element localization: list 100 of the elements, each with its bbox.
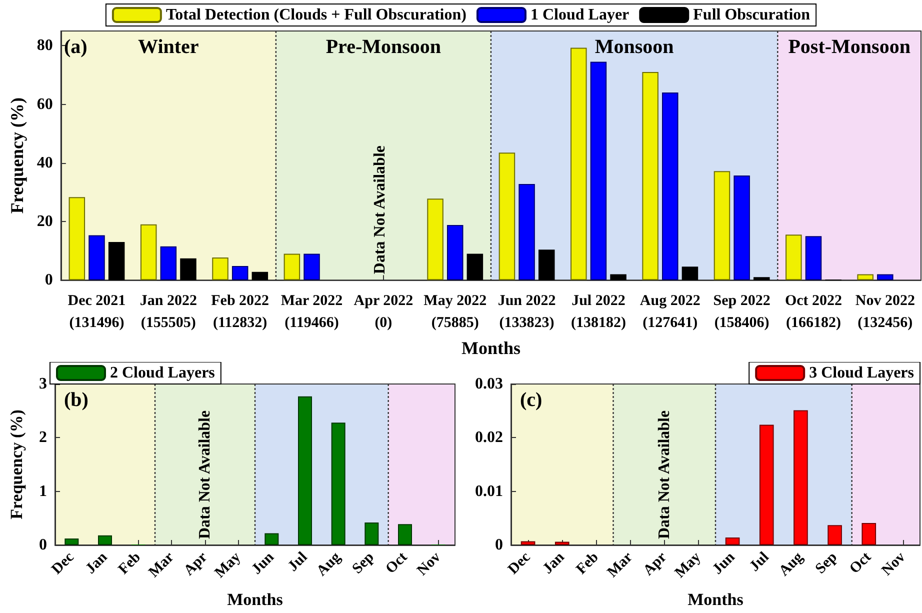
- x-tick-label: Aug: [776, 548, 807, 580]
- band-label: Pre-Monsoon: [326, 36, 442, 58]
- x-tick-label: Feb: [116, 549, 144, 578]
- annotation: Data Not Available: [196, 410, 214, 539]
- y-tick-label: 3: [39, 376, 47, 392]
- bar: [794, 410, 808, 545]
- x-tick-label: May: [672, 548, 704, 582]
- bar: [108, 242, 125, 280]
- y-tick-label: 60: [36, 96, 53, 113]
- bar: [68, 197, 86, 280]
- y-tick-label: 0: [39, 536, 47, 554]
- bar: [857, 274, 874, 280]
- bar: [682, 266, 698, 280]
- x-axis-title: Months: [688, 590, 744, 609]
- bar: [759, 424, 774, 545]
- y-tick-label: 1: [39, 482, 47, 500]
- bar: [725, 537, 740, 545]
- bar: [160, 246, 177, 280]
- bar: [264, 533, 279, 545]
- bar: [714, 171, 730, 280]
- x-tick-label: Oct: [846, 549, 875, 578]
- bar: [518, 184, 535, 280]
- y-tick-label: 0.01: [475, 482, 503, 500]
- band-label: Post-Monsoon: [788, 36, 910, 58]
- annotation: (b): [64, 389, 88, 411]
- y-tick-label: 0.02: [475, 429, 503, 446]
- x-axis-title: Months: [227, 590, 284, 609]
- x-tick-label: Dec 2021 (131496): [68, 293, 126, 332]
- x-tick-label: Jan: [540, 548, 568, 578]
- bar: [520, 541, 536, 545]
- x-tick-label: Nov: [414, 548, 444, 579]
- x-tick-label: May: [212, 548, 244, 582]
- x-tick-label: Apr: [640, 549, 670, 579]
- x-tick-label: Aug 2022 (127641): [640, 293, 700, 332]
- band-label: Winter: [138, 36, 199, 58]
- bar: [570, 48, 587, 280]
- bar: [466, 254, 484, 280]
- y-tick-label: 0.03: [475, 376, 503, 392]
- x-tick-label: Mar: [146, 549, 178, 581]
- x-tick-label: Sep: [812, 549, 840, 578]
- x-tick-label: Apr: [181, 549, 211, 579]
- bar: [180, 258, 196, 280]
- bar: [64, 538, 79, 545]
- x-tick-label: Jun 2022 (133823): [498, 293, 556, 332]
- bar: [538, 250, 555, 280]
- x-tick-label: Sep: [350, 549, 378, 578]
- x-tick-label: Oct 2022 (166182): [784, 293, 842, 332]
- x-tick-label: Jul 2022 (138182): [570, 293, 626, 332]
- x-tick-label: Dec: [48, 549, 78, 578]
- bar: [828, 525, 842, 545]
- bar: [610, 274, 626, 280]
- bar: [877, 274, 894, 280]
- bar: [284, 254, 300, 280]
- x-tick-label: Feb: [573, 549, 602, 578]
- bar: [331, 422, 346, 545]
- legend-label: Full Obscuration: [693, 6, 810, 24]
- x-tick-label: Oct: [382, 549, 411, 578]
- legend-label: 2 Cloud Layers: [110, 364, 215, 382]
- annotation: Data Not Available: [656, 410, 673, 539]
- x-tick-label: Mar: [604, 549, 636, 581]
- x-tick-label: Apr 2022 (0): [354, 293, 414, 332]
- y-axis-title: Frequency (%): [7, 410, 26, 520]
- x-tick-label: Dec: [505, 549, 534, 578]
- bar: [498, 152, 516, 280]
- bar: [427, 198, 444, 280]
- x-tick-label: Nov: [879, 548, 909, 579]
- bar: [252, 272, 268, 280]
- x-tick-label: Aug: [314, 548, 344, 580]
- y-tick-label: 40: [36, 154, 53, 172]
- bar: [734, 175, 750, 280]
- bar: [805, 236, 822, 280]
- annotation: (c): [520, 389, 542, 411]
- y-axis-title: Frequency (%): [7, 97, 27, 214]
- bar: [398, 524, 412, 545]
- x-tick-label: Jun: [710, 548, 739, 578]
- bar: [140, 224, 157, 280]
- annotation: (a): [64, 36, 88, 58]
- x-tick-label: Mar 2022 (119466): [280, 293, 343, 332]
- x-tick-label: Jan: [82, 548, 112, 578]
- bar: [364, 522, 379, 545]
- bar: [786, 234, 802, 280]
- y-tick-label: 0: [44, 272, 53, 289]
- bar: [590, 62, 607, 280]
- band-label: Monsoon: [594, 36, 674, 58]
- bar: [212, 258, 228, 280]
- bar: [446, 225, 464, 280]
- x-tick-label: May 2022 (75885): [424, 293, 487, 332]
- x-tick-label: Jul: [285, 549, 311, 575]
- legend-label: 3 Cloud Layers: [809, 364, 914, 382]
- y-tick-label: 0: [495, 536, 503, 554]
- bar: [232, 266, 248, 280]
- x-tick-label: Feb 2022 (112832): [211, 293, 270, 332]
- bar: [642, 72, 658, 280]
- bar: [554, 542, 570, 545]
- x-tick-label: Sep 2022 (158406): [713, 293, 770, 332]
- x-tick-label: Nov 2022 (132456): [855, 293, 915, 332]
- bar: [662, 92, 678, 280]
- bar: [98, 535, 112, 545]
- bar: [304, 254, 320, 280]
- x-tick-label: Jan 2022 (155505): [140, 293, 197, 332]
